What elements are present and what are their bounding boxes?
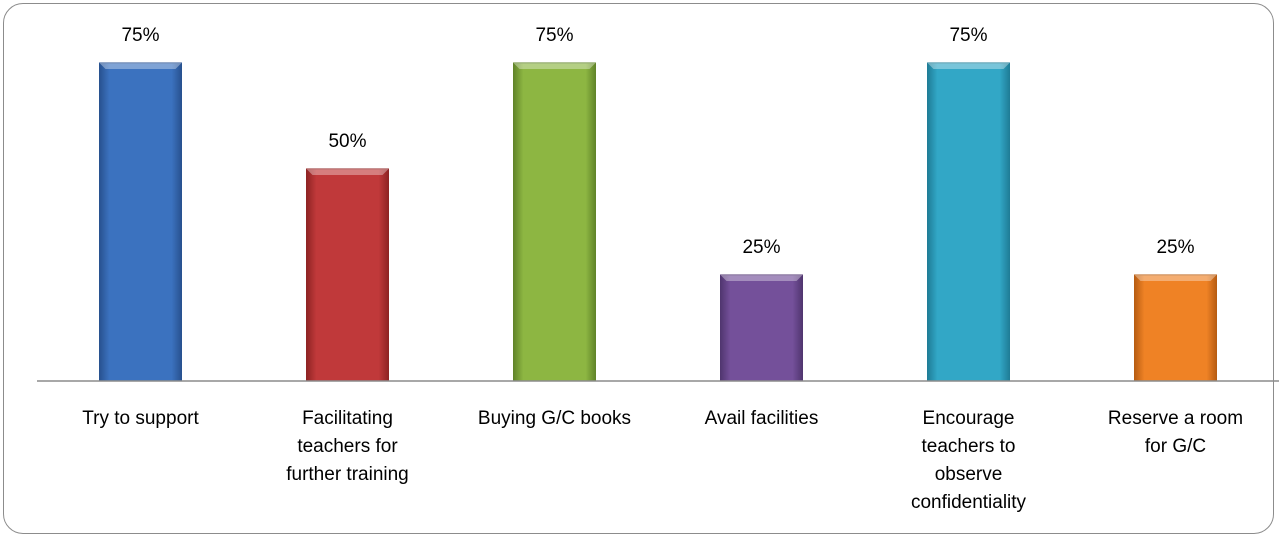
data-label-6: 25% <box>1156 237 1194 258</box>
category-label-6: Reserve a room for G/C <box>1108 408 1243 457</box>
category-label-3: Buying G/C books <box>478 408 631 429</box>
bar-bevel-1 <box>99 63 182 69</box>
bar-6 <box>1134 274 1217 382</box>
chart-frame <box>3 3 1274 534</box>
bar-1 <box>99 62 182 382</box>
category-label-1: Try to support <box>82 408 199 429</box>
data-label-1: 75% <box>121 25 159 46</box>
bar-bevel-2 <box>306 169 389 175</box>
bar-bevel-6 <box>1134 275 1217 281</box>
bar-3 <box>513 62 596 382</box>
bar-4 <box>720 274 803 382</box>
bar-bevel-4 <box>720 275 803 281</box>
data-label-3: 75% <box>535 25 573 46</box>
data-label-2: 50% <box>328 131 366 152</box>
data-label-4: 25% <box>742 237 780 258</box>
category-label-5: Encourage teachers to observe confidentiali… <box>911 408 1027 513</box>
bar-2 <box>306 168 389 382</box>
category-label-4: Avail facilities <box>705 408 819 429</box>
bar-5 <box>927 62 1010 382</box>
bar-bevel-5 <box>927 63 1010 69</box>
data-label-5: 75% <box>949 25 987 46</box>
bar-bevel-3 <box>513 63 596 69</box>
category-label-2: Facilitating teachers for further training <box>286 408 409 485</box>
